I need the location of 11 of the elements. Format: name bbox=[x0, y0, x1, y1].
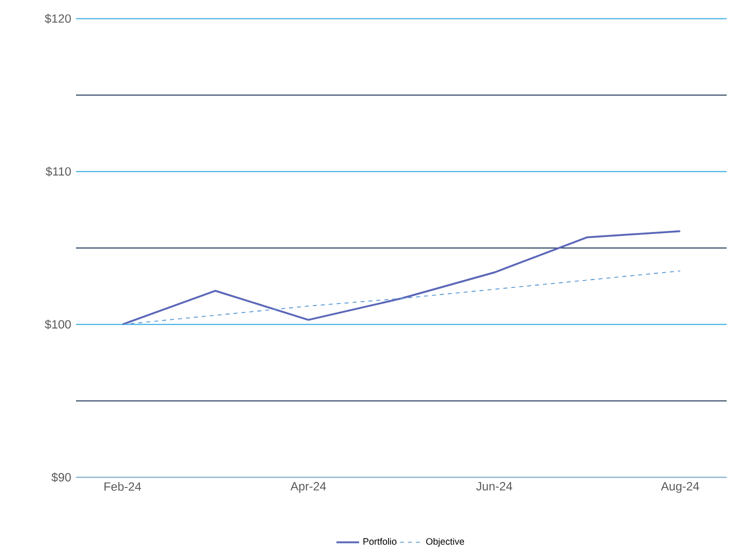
line-series bbox=[122, 230, 682, 326]
x-tick-label: Jun-24 bbox=[476, 482, 512, 490]
x-tick-label: Apr-24 bbox=[290, 482, 326, 493]
legend-label: Objective bbox=[426, 538, 464, 547]
legend-label: Portfolio bbox=[363, 538, 396, 545]
x-tick-label: Aug-24 bbox=[660, 482, 700, 493]
x-tick-label: Feb-24 bbox=[104, 482, 142, 491]
y-tick-label: $100 bbox=[44, 320, 71, 330]
y-tick-label: $90 bbox=[51, 472, 71, 482]
y-tick-label: $120 bbox=[44, 14, 71, 24]
y-tick-label: $110 bbox=[46, 166, 71, 176]
